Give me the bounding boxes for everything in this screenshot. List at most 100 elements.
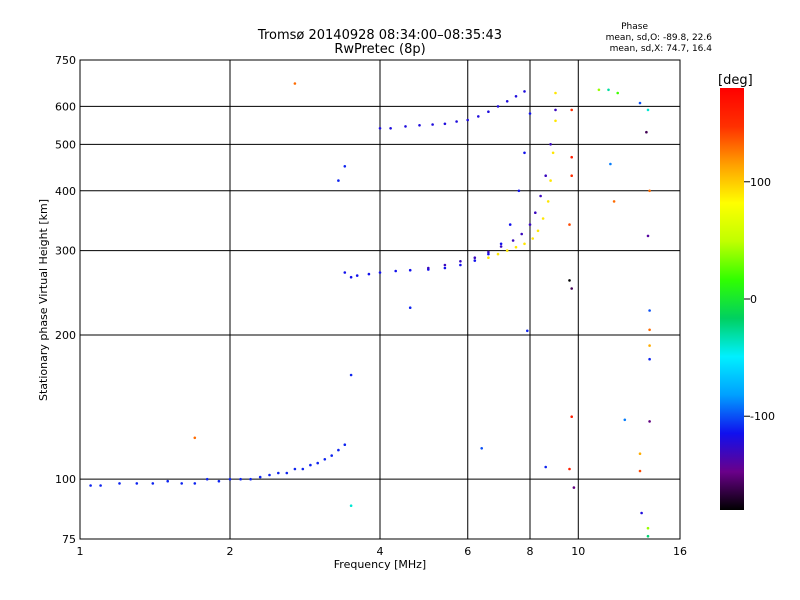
data-point xyxy=(528,223,532,226)
data-point xyxy=(523,242,526,246)
data-point xyxy=(508,223,512,226)
x-tick-label: 6 xyxy=(464,545,471,558)
data-point xyxy=(118,482,121,485)
data-point xyxy=(309,463,312,467)
data-point xyxy=(528,112,532,115)
colorbar-tick-label: 0 xyxy=(750,293,757,306)
data-point xyxy=(193,482,197,485)
colorbar-tick-label: 100 xyxy=(750,176,771,189)
data-point xyxy=(505,100,509,103)
data-point xyxy=(378,271,382,274)
data-point xyxy=(418,124,421,127)
data-point xyxy=(367,272,371,276)
data-point xyxy=(609,162,612,166)
data-point xyxy=(549,179,552,182)
data-point xyxy=(427,266,430,270)
data-point xyxy=(648,328,651,332)
data-point xyxy=(526,329,529,333)
data-point xyxy=(546,200,550,203)
data-point xyxy=(544,174,547,177)
phase-stats-o-mode: mean, sd,O: -89.8, 22.6 xyxy=(605,33,712,43)
data-point xyxy=(646,108,650,112)
data-point xyxy=(646,234,650,238)
data-point xyxy=(568,467,571,471)
data-point xyxy=(554,108,557,112)
y-tick-label: 100 xyxy=(55,473,76,486)
data-point xyxy=(499,242,503,246)
data-point xyxy=(520,232,523,236)
data-point xyxy=(568,279,571,282)
data-point xyxy=(514,245,518,249)
data-point xyxy=(648,357,651,361)
data-point xyxy=(496,105,500,108)
data-point xyxy=(499,245,503,248)
data-point xyxy=(523,90,526,93)
phase-stats-header: Phase xyxy=(621,22,648,32)
data-point xyxy=(473,259,477,262)
y-tick-label: 600 xyxy=(55,100,76,113)
data-point xyxy=(551,151,555,155)
data-point xyxy=(193,436,197,440)
data-point xyxy=(514,95,518,98)
data-point xyxy=(337,448,340,452)
y-tick-label: 75 xyxy=(62,533,76,546)
data-point xyxy=(570,287,573,290)
data-point xyxy=(459,263,462,267)
grid-lines xyxy=(80,60,680,539)
colorbar-label: [deg] xyxy=(718,73,753,88)
data-point xyxy=(536,229,540,233)
data-point xyxy=(277,471,280,475)
data-point xyxy=(443,266,447,270)
data-point xyxy=(646,526,650,530)
data-point xyxy=(570,155,573,159)
data-point xyxy=(293,82,297,85)
data-point xyxy=(612,200,616,203)
data-point xyxy=(443,263,447,267)
phase-stats-x-mode: mean, sd,X: 74.7, 16.4 xyxy=(609,44,712,54)
data-point xyxy=(408,268,412,272)
data-point xyxy=(293,467,297,471)
data-point xyxy=(623,418,627,422)
data-point xyxy=(531,237,534,240)
data-point xyxy=(349,373,353,377)
x-tick-label: 1 xyxy=(77,545,84,558)
data-point xyxy=(301,467,305,471)
data-point xyxy=(648,344,651,347)
x-tick-label: 8 xyxy=(527,545,534,558)
data-point xyxy=(258,475,262,479)
data-point xyxy=(404,125,407,128)
data-point xyxy=(505,249,509,252)
data-point xyxy=(539,194,542,198)
data-point xyxy=(523,151,526,155)
data-point xyxy=(597,88,601,92)
data-point xyxy=(511,239,515,242)
data-point xyxy=(487,110,490,113)
data-point xyxy=(205,477,209,481)
data-point xyxy=(343,165,347,168)
x-tick-label: 4 xyxy=(377,545,384,558)
data-point xyxy=(572,486,576,489)
data-point xyxy=(443,122,447,126)
data-point xyxy=(648,189,651,193)
data-point xyxy=(349,504,353,508)
data-point xyxy=(477,115,480,118)
data-point xyxy=(638,101,642,105)
colorbar: [deg] 100 0 -100 xyxy=(718,73,775,510)
data-point xyxy=(648,420,651,423)
data-point xyxy=(487,256,490,260)
data-point xyxy=(638,469,642,473)
data-point xyxy=(570,108,573,112)
x-tick-label: 2 xyxy=(227,545,234,558)
data-point xyxy=(349,275,353,279)
y-tick-label: 200 xyxy=(55,329,76,342)
data-point xyxy=(343,443,347,447)
data-point xyxy=(455,120,458,123)
data-point xyxy=(323,458,327,461)
data-point xyxy=(570,415,573,419)
data-point xyxy=(459,260,462,263)
data-point xyxy=(473,256,477,260)
data-point xyxy=(431,123,434,126)
data-point xyxy=(517,189,521,193)
data-point xyxy=(638,452,642,456)
